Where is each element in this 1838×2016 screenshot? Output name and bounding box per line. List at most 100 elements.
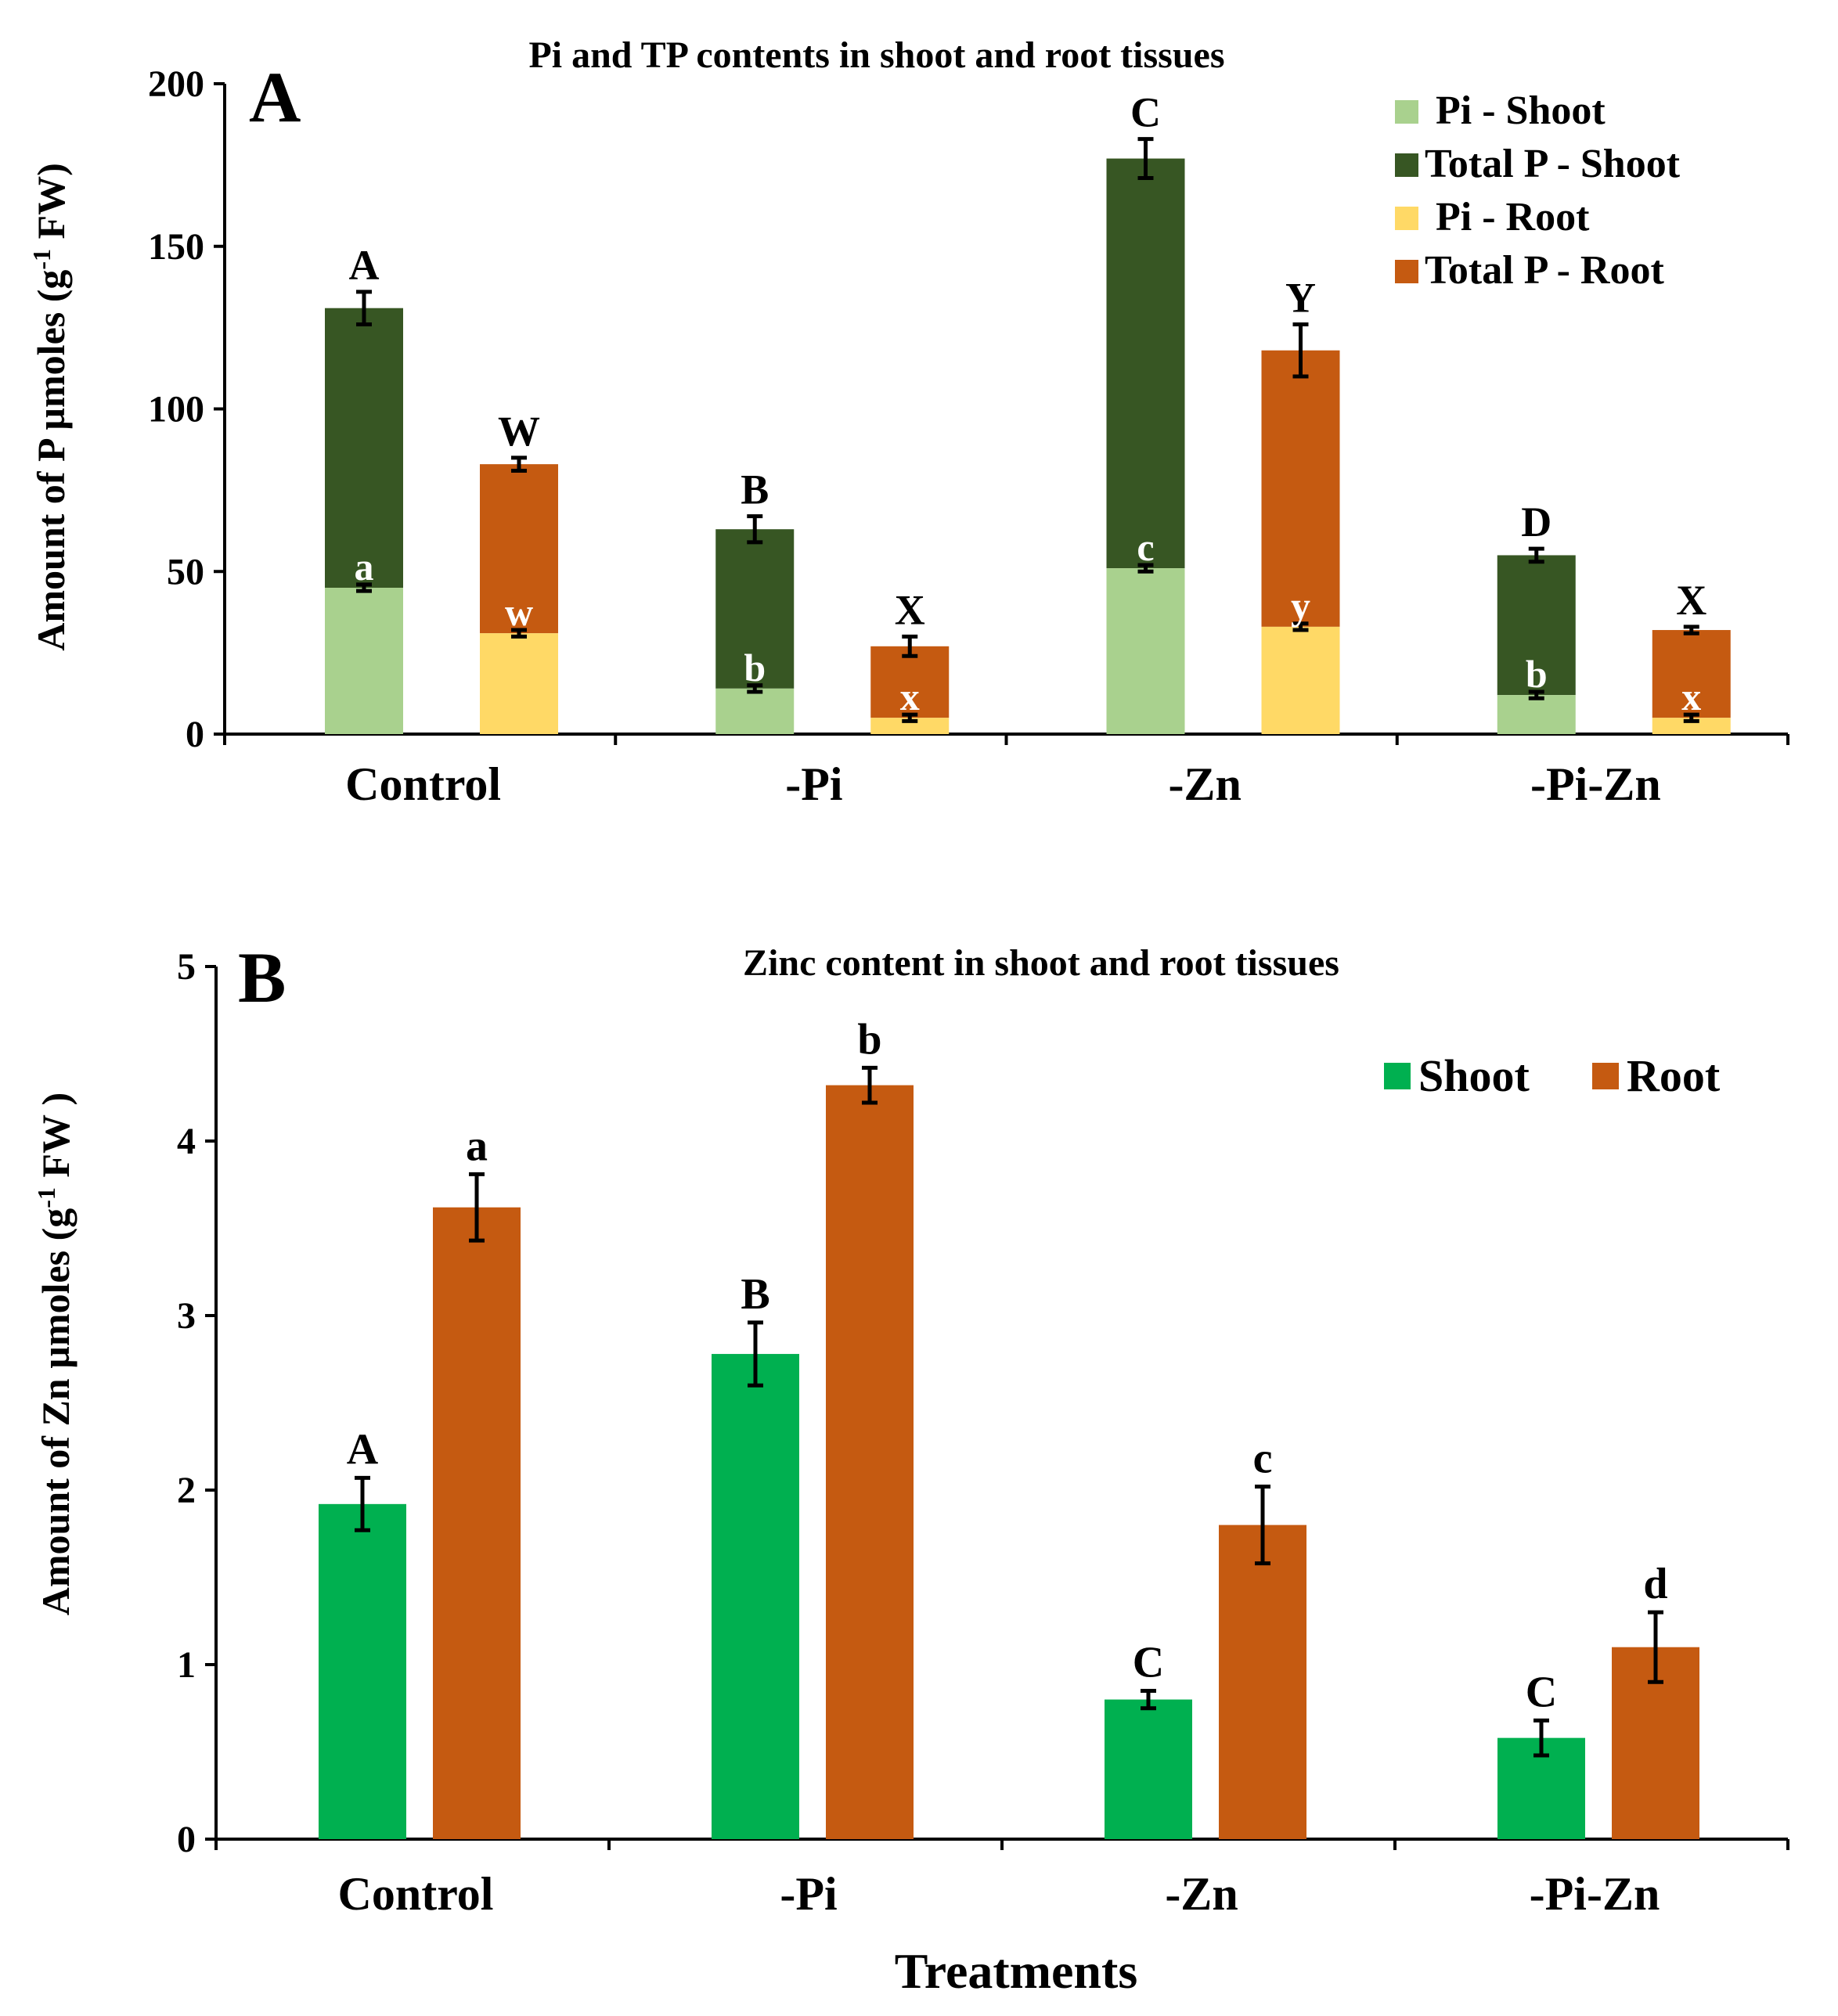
shoot-bar <box>1105 1699 1192 1839</box>
error-bar <box>1292 621 1309 632</box>
significance-label: c <box>1253 1435 1273 1483</box>
panel-a-y-axis-label: Amount of P µmoles (g-1 FW) <box>27 163 73 650</box>
y-tick-label: 50 <box>167 551 204 592</box>
total-p-root-bar <box>870 646 950 718</box>
significance-label: A <box>347 1425 379 1474</box>
pi-root-bar <box>1652 718 1731 734</box>
legend-label: Pi - Root <box>1436 195 1590 239</box>
x-tick-label: -Pi <box>785 758 842 810</box>
pi-shoot-bar <box>325 588 403 734</box>
root-bar <box>433 1207 521 1839</box>
legend-swatch <box>1395 260 1418 283</box>
error-bar <box>862 1065 878 1105</box>
pi-shoot-bar <box>715 688 795 734</box>
significance-label: C <box>1130 89 1161 136</box>
y-tick-label: 5 <box>177 946 196 988</box>
significance-label: c <box>1137 525 1154 569</box>
error-bar <box>748 1320 763 1388</box>
panel-a-letter: A <box>249 57 301 137</box>
legend-label: Root <box>1627 1050 1721 1101</box>
legend-swatch <box>1395 207 1418 230</box>
root-bar <box>826 1085 914 1839</box>
legend-swatch <box>1395 100 1418 124</box>
error-bar <box>355 1475 370 1532</box>
significance-label: a <box>355 545 374 589</box>
error-bar <box>1292 322 1309 379</box>
pi-root-bar <box>480 633 558 734</box>
error-bar <box>1533 1718 1549 1758</box>
significance-label: Y <box>1285 274 1316 321</box>
pi-shoot-bar <box>1497 695 1576 734</box>
error-bar <box>902 712 918 723</box>
pi-root-bar <box>870 718 950 734</box>
x-tick-label: -Pi-Zn <box>1530 758 1661 810</box>
error-bar <box>1683 712 1699 723</box>
legend-swatch <box>1384 1063 1411 1089</box>
pi-root-bar <box>1261 626 1340 734</box>
significance-label: y <box>1291 584 1310 628</box>
significance-label: b <box>1526 652 1548 696</box>
error-bar <box>511 628 527 639</box>
x-tick-label: -Zn <box>1168 758 1241 810</box>
significance-label: B <box>741 466 769 513</box>
panel-b-title: Zinc content in shoot and root tissues <box>743 942 1339 984</box>
panel-a-bars: Aa Ww Bb Xx Cc Yy Db Xx <box>325 89 1731 734</box>
total-p-shoot-bar <box>715 529 795 689</box>
total-p-shoot-bar <box>325 308 403 589</box>
error-bar <box>511 455 527 473</box>
x-tick-label: Control <box>338 1868 494 1920</box>
significance-label: X <box>895 586 925 633</box>
root-bar <box>1219 1525 1306 1839</box>
error-bar <box>747 683 763 694</box>
significance-label: b <box>744 646 766 689</box>
panel-b-letter: B <box>238 938 286 1017</box>
legend-swatch <box>1592 1063 1619 1089</box>
error-bar <box>1528 689 1544 700</box>
legend-label: Total P - Root <box>1425 248 1664 293</box>
significance-label: C <box>1526 1668 1557 1716</box>
significance-label: C <box>1133 1638 1164 1687</box>
panel-b-bars: Aa Bb Cc Cd <box>319 1015 1699 1839</box>
significance-label: x <box>900 675 920 718</box>
significance-label: B <box>741 1270 769 1319</box>
total-p-root-bar <box>480 464 558 634</box>
panel-a-legend: Pi - Shoot Total P - Shoot Pi - Root Total … <box>1395 88 1681 293</box>
error-bar <box>469 1172 485 1243</box>
y-tick-label: 0 <box>186 714 204 755</box>
y-tick-label: 150 <box>148 226 204 268</box>
error-bar <box>1528 546 1544 564</box>
panel-a-title: Pi and TP contents in shoot and root tis… <box>528 34 1224 76</box>
error-bar <box>902 634 918 658</box>
panel-b-legend: Shoot Root <box>1384 1050 1721 1101</box>
significance-label: A <box>349 242 380 289</box>
y-tick-label: 100 <box>148 389 204 430</box>
error-bar <box>1648 1610 1663 1684</box>
x-tick-label: Control <box>345 758 501 810</box>
legend-label: Pi - Shoot <box>1436 88 1606 133</box>
panel-b-x-axis-label: Treatments <box>895 1943 1137 1999</box>
shoot-bar <box>319 1503 406 1839</box>
x-tick-label: -Zn <box>1165 1868 1238 1920</box>
x-tick-label: -Pi-Zn <box>1530 1868 1660 1920</box>
panel-b-chart: B Zinc content in shoot and root tissues… <box>32 938 1789 1999</box>
error-bar <box>1137 137 1154 180</box>
significance-label: W <box>498 408 540 455</box>
significance-label: D <box>1521 499 1551 545</box>
y-tick-label: 1 <box>177 1644 196 1686</box>
legend-label: Shoot <box>1418 1050 1530 1101</box>
error-bar <box>747 514 763 545</box>
y-tick-label: 2 <box>177 1470 196 1511</box>
pi-shoot-bar <box>1106 568 1185 734</box>
total-p-root-bar <box>1261 350 1340 627</box>
shoot-bar <box>712 1354 799 1839</box>
total-p-root-bar <box>1652 630 1731 718</box>
y-tick-label: 200 <box>148 63 204 105</box>
significance-label: b <box>857 1015 881 1064</box>
significance-label: X <box>1676 577 1706 624</box>
legend-label: Total P - Shoot <box>1425 142 1681 186</box>
significance-label: d <box>1643 1560 1667 1608</box>
error-bar <box>356 290 372 326</box>
total-p-shoot-bar <box>1106 158 1185 569</box>
